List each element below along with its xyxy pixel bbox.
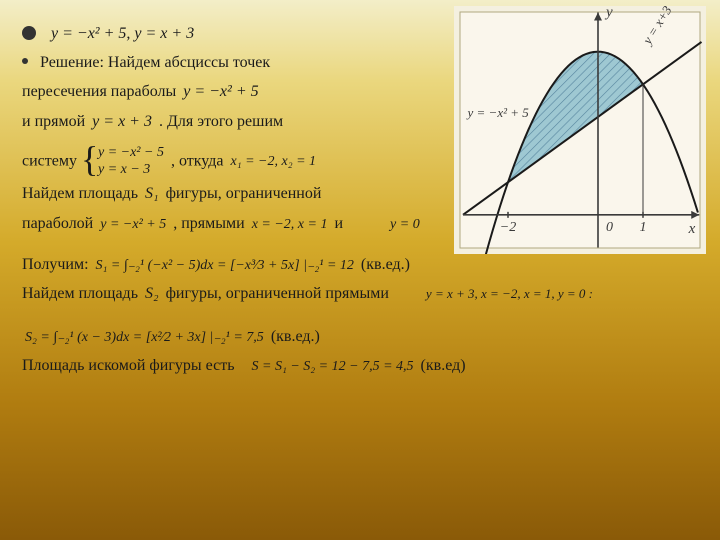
s2-line: Найдем площадь S₂ фигуры, ограниченной п… — [22, 280, 702, 307]
system-row: систему { y = −x² − 5 y = x − 3 , откуда… — [22, 145, 418, 179]
svg-text:−2: −2 — [500, 220, 516, 235]
s1-symbol: S₁ — [142, 185, 162, 202]
s1-line: Найдем площадь S₁ фигуры, ограниченной — [22, 180, 418, 207]
s2-symbol: S₂ — [142, 285, 162, 302]
solution-line: Решение: Найдем абсциссы точек — [22, 49, 418, 76]
text: , прямыми — [173, 215, 244, 232]
limits-eq: x = −2, x = 1 — [249, 217, 331, 232]
s2-integral-row: S₂ = ∫₋₂¹ (x − 3)dx = [x²⁄2 + 3x] |₋₂¹ =… — [22, 323, 702, 350]
svg-text:y: y — [604, 6, 613, 21]
cross-line-2: и прямой y = x + 3 . Для этого решим — [22, 108, 418, 135]
s1-integral-row: Получим: S₁ = ∫₋₂¹ (−x² − 5)dx = [−x³⁄3 … — [22, 251, 702, 278]
s1-integral: S₁ = ∫₋₂¹ (−x² − 5)dx = [−x³⁄3 + 5x] |₋₂… — [93, 258, 357, 273]
final-eq: S = S₁ − S₂ = 12 − 7,5 = 4,5 — [249, 359, 417, 374]
text: и прямой — [22, 113, 85, 130]
text: параболой — [22, 215, 93, 232]
final-row: Площадь искомой фигуры есть S = S₁ − S₂ … — [22, 352, 702, 379]
bullet-icon — [22, 26, 36, 40]
text: , откуда — [171, 152, 224, 169]
units: (кв.ед) — [421, 357, 466, 374]
text: Получим: — [22, 256, 89, 273]
svg-text:x: x — [688, 221, 696, 237]
equation-system: { y = −x² − 5 y = x − 3 — [81, 145, 167, 179]
s2-integral: S₂ = ∫₋₂¹ (x − 3)dx = [x²⁄2 + 3x] |₋₂¹ =… — [22, 330, 267, 345]
text: Найдем площадь — [22, 285, 138, 302]
text: систему — [22, 152, 77, 169]
title-equation: y = −x² + 5, y = x + 3 — [48, 25, 197, 42]
text: фигуры, ограниченной — [166, 185, 322, 202]
text: пересечения параболы — [22, 83, 176, 100]
text: и — [334, 215, 343, 232]
units: (кв.ед.) — [271, 328, 320, 345]
parabola-eq-2: y = −x² + 5 — [97, 217, 169, 232]
text: Найдем площадь — [22, 185, 138, 202]
brace-icon: { — [81, 141, 98, 177]
title-row: y = −x² + 5, y = x + 3 — [22, 20, 418, 47]
slide-body: y = −x² + 5, y = x + 3 Решение: Найдем а… — [0, 0, 440, 399]
text: Площадь искомой фигуры есть — [22, 357, 235, 374]
y0-eq: y = 0 — [387, 217, 423, 232]
cross-line-1: пересечения параболы y = −x² + 5 — [22, 78, 418, 105]
graph-figure: −201yxy = −x² + 5y = x+3 — [454, 6, 706, 254]
s2-lines-eq: y = x + 3, x = −2, x = 1, y = 0 : — [423, 286, 596, 301]
text: Решение: Найдем абсциссы точек — [40, 54, 270, 71]
svg-text:y = −x² + 5: y = −x² + 5 — [466, 105, 530, 120]
units: (кв.ед.) — [361, 256, 410, 273]
roots-eq: x₁ = −2, x₂ = 1 — [228, 154, 320, 169]
parabola-eq: y = −x² + 5 — [180, 83, 261, 100]
sys-eq-1: y = −x² − 5 — [95, 145, 167, 160]
text: . Для этого решим — [159, 113, 283, 130]
svg-text:0: 0 — [606, 220, 613, 235]
bullet-icon — [22, 58, 28, 64]
svg-text:1: 1 — [640, 220, 647, 235]
sys-eq-2: y = x − 3 — [95, 162, 153, 177]
line-eq: y = x + 3 — [89, 113, 155, 130]
text: фигуры, ограниченной прямыми — [166, 285, 389, 302]
